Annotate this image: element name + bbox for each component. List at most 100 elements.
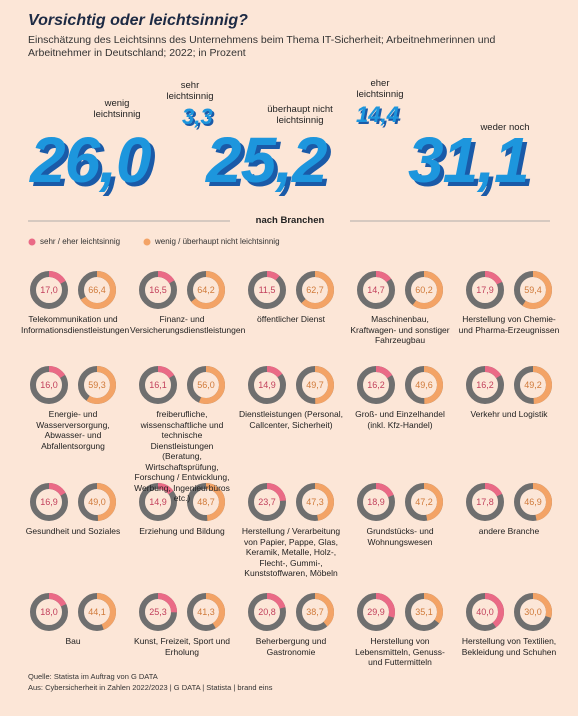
donut-label: 16,9 (40, 497, 58, 507)
donut-label: 16,0 (40, 380, 58, 390)
donut-label: 40,0 (476, 607, 494, 617)
branch-label: Beherbergung und Gastronomie (255, 636, 327, 657)
branch-label: Groß- und Einzelhandel (inkl. Kfz-Handel… (355, 409, 445, 430)
section-title: nach Branchen (255, 215, 325, 226)
donut-arc (357, 366, 395, 404)
donut-label: 18,0 (40, 607, 58, 617)
branch-label: freiberufliche, wissenschaftliche und te… (134, 409, 230, 503)
overview-label: weder noch (480, 122, 530, 133)
donut-arc (248, 366, 286, 404)
donut-arc (30, 483, 68, 521)
title: Vorsichtig oder leichtsinnig? (28, 12, 248, 29)
donut-arc (248, 483, 286, 521)
branch-label: Bau (65, 636, 81, 646)
legend-swatch (143, 238, 151, 246)
legend-label: wenig / überhaupt nicht leichtsinnig (155, 237, 280, 246)
donut-label: 56,0 (197, 380, 215, 390)
donut-arc (296, 593, 334, 631)
donut-label: 44,1 (88, 607, 106, 617)
donut-label: 16,1 (149, 380, 167, 390)
branch-label: Kunst, Freizeit, Sport und Erholung (134, 636, 230, 657)
donut-label: 16,2 (476, 380, 494, 390)
donut-arc (357, 483, 395, 521)
donut-label: 66,4 (88, 285, 106, 295)
donut-arc (30, 366, 68, 404)
donut-arc (466, 366, 504, 404)
donut-arc (466, 483, 504, 521)
legend-swatch (28, 238, 36, 246)
donut-label: 38,7 (306, 607, 324, 617)
donut-arc (514, 483, 552, 521)
donut-arc (405, 366, 443, 404)
donut-arc (514, 271, 552, 309)
overview-value: 26,0 (30, 124, 152, 196)
branch-label: Herstellung von Textilien, Bekleidung un… (461, 636, 557, 657)
donut-arc (139, 366, 177, 404)
donut-label: 49,0 (88, 497, 106, 507)
donut-label: 47,2 (415, 497, 433, 507)
branch-label: Dienstleistungen (Personal, Callcenter, … (239, 409, 343, 430)
branch-label: Gesundheit und Soziales (25, 526, 121, 536)
donut-label: 49,2 (524, 380, 542, 390)
donut-arc (514, 366, 552, 404)
overview-label: überhaupt nicht leichtsinnig (267, 104, 333, 126)
donut-label: 29,9 (367, 607, 385, 617)
overview-value: 25,2 (206, 124, 328, 196)
donut-arc (405, 271, 443, 309)
branch-label: Telekommunikation und Informationsdienst… (21, 314, 130, 335)
donut-label: 62,7 (306, 285, 324, 295)
donut-arc (139, 271, 177, 309)
donut-label: 14,7 (367, 285, 385, 295)
donut-arc (466, 271, 504, 309)
branch-label: Energie- und Wasserversorgung, Abwasser-… (36, 409, 110, 451)
branch-label: öffentlicher Dienst (257, 314, 325, 324)
source: Quelle: Statista im Auftrag von G DATA (28, 672, 158, 681)
donut-arc (78, 366, 116, 404)
overview-value: 31,1 (408, 124, 530, 196)
donut-arc (357, 271, 395, 309)
branch-label: Grundstücks- und Wohnungswesen (366, 526, 434, 547)
branch-label: Herstellung von Chemie- und Pharma-Erzeu… (458, 314, 560, 335)
donut-label: 46,9 (524, 497, 542, 507)
donut-label: 49,6 (415, 380, 433, 390)
donut-label: 59,4 (524, 285, 542, 295)
donut-arc (296, 366, 334, 404)
donut-arc (296, 483, 334, 521)
donut-arc (248, 593, 286, 631)
branch-label: Finanz- und Versicherungsdienstleistunge… (130, 314, 246, 335)
donut-label: 20,8 (258, 607, 276, 617)
donut-label: 16,2 (367, 380, 385, 390)
donut-label: 25,3 (149, 607, 167, 617)
donut-label: 59,3 (88, 380, 106, 390)
donut-arc (78, 271, 116, 309)
donut-arc (248, 271, 286, 309)
donut-arc (139, 593, 177, 631)
donut-arc (187, 593, 225, 631)
donut-label: 30,0 (524, 607, 542, 617)
donut-arc (30, 593, 68, 631)
subtitle: Einschätzung des Leichtsinns des Unterne… (28, 34, 496, 59)
origin: Aus: Cybersicherheit in Zahlen 2022/2023… (28, 683, 273, 692)
donut-arc (187, 271, 225, 309)
donut-label: 49,7 (306, 380, 324, 390)
donut-label: 16,5 (149, 285, 167, 295)
overview-label: eher leichtsinnig (356, 78, 404, 100)
donut-arc (466, 593, 504, 631)
donut-label: 60,2 (415, 285, 433, 295)
legend-label: sehr / eher leichtsinnig (40, 237, 121, 246)
donut-label: 48,7 (197, 497, 215, 507)
donut-arc (405, 593, 443, 631)
donut-label: 41,3 (197, 607, 215, 617)
branch-label: Herstellung von Lebensmitteln, Genuss- u… (355, 636, 445, 667)
donut-arc (78, 483, 116, 521)
donut-arc (405, 483, 443, 521)
donut-label: 14,9 (258, 380, 276, 390)
overview-label: wenig leichtsinnig (93, 98, 141, 120)
donut-arc (139, 483, 177, 521)
donut-label: 23,7 (258, 497, 276, 507)
donut-label: 17,9 (476, 285, 494, 295)
donut-arc (357, 593, 395, 631)
donut-label: 64,2 (197, 285, 215, 295)
donut-arc (187, 483, 225, 521)
